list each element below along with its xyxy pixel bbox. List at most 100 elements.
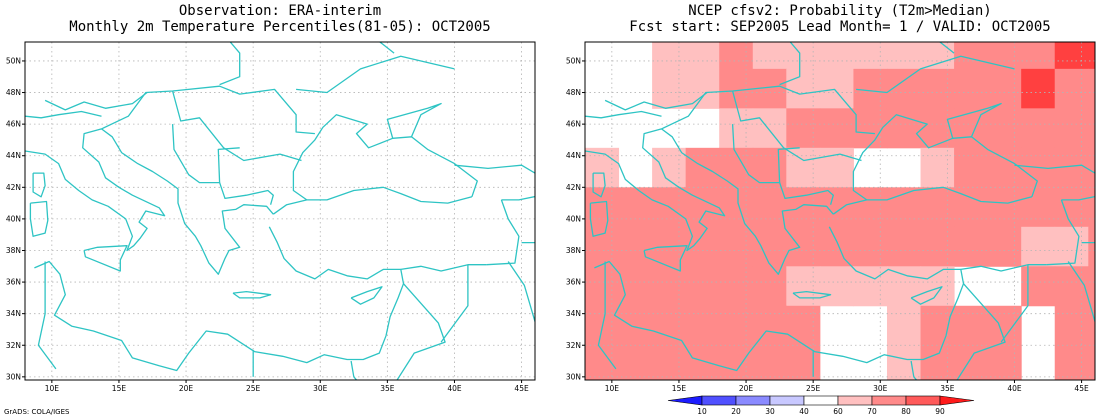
coastline (83, 245, 128, 272)
probability-cell (987, 187, 1022, 228)
coastline (910, 286, 943, 305)
lon-tick-label: 40E (1007, 384, 1022, 393)
colorbar-label: 70 (867, 407, 877, 416)
probability-cell (685, 187, 720, 228)
coastline (44, 91, 148, 111)
coastline (777, 147, 800, 183)
probability-cell (886, 108, 922, 149)
lon-tick-label: 20E (179, 384, 194, 393)
right-title-line1: NCEP cfsv2: Probability (T2m>Median) (688, 3, 992, 19)
probability-cell (819, 68, 854, 109)
coastline (1000, 264, 1029, 343)
lat-tick-label: 50N (6, 56, 21, 65)
left-map-content (25, 0, 535, 380)
probability-cell (1088, 226, 1095, 267)
probability-cell (921, 0, 955, 30)
lat-tick-label: 42N (6, 183, 21, 192)
colorbar-segment (769, 395, 805, 406)
probability-cell (719, 266, 754, 307)
probability-cell (1088, 305, 1095, 346)
lat-tick-label: 48N (6, 88, 21, 97)
probability-cell (1088, 147, 1095, 188)
probability-cell (585, 226, 620, 267)
coastline (350, 360, 358, 380)
colorbar-segment (667, 395, 703, 406)
coastline (832, 186, 1033, 215)
probability-cell (585, 266, 620, 307)
colorbar-segment (803, 395, 839, 406)
colorbar-label: 30 (765, 407, 775, 416)
colorbar-segment (837, 395, 873, 406)
probability-cell (786, 108, 821, 149)
probability-cell (719, 0, 753, 30)
probability-cell (618, 305, 653, 346)
left-title-line1: Observation: ERA-interim (178, 3, 382, 19)
probability-cell (1054, 68, 1089, 109)
probability-cell (619, 0, 653, 30)
coastline (592, 172, 606, 198)
probability-cell (920, 108, 955, 149)
probability-cell (887, 0, 921, 30)
probability-cell (753, 0, 787, 30)
colorbar-label: 80 (901, 407, 911, 416)
probability-cell (954, 187, 989, 228)
lat-tick-label: 30N (6, 372, 21, 381)
probability-cell (585, 147, 620, 188)
probability-cell (1088, 68, 1095, 109)
probability-cell (1021, 226, 1056, 267)
coastline (507, 261, 535, 323)
probability-cell (686, 0, 720, 30)
lat-tick-label: 38N (6, 246, 21, 255)
coastline (272, 186, 473, 215)
probability-cell (886, 305, 922, 346)
probability-cell (1054, 187, 1089, 228)
lat-tick-label: 44N (6, 151, 21, 160)
probability-cell (786, 42, 821, 70)
coastline (219, 42, 241, 86)
lat-tick-label: 46N (6, 120, 21, 129)
coastline (956, 283, 1006, 380)
left-map-panel: 10E 15E 20E 25E 30E 35E 40E 45E 30N 32N 34N 36N 38N 4… (6, 0, 536, 393)
coastline (396, 283, 446, 380)
probability-cell (652, 305, 687, 346)
coastline (852, 114, 1038, 201)
probability-cell (652, 68, 687, 109)
right-map-frame (584, 41, 1096, 381)
coastline (34, 226, 405, 372)
lon-tick-label: 25E (806, 384, 821, 393)
probability-cell (920, 345, 955, 380)
probability-cell (853, 226, 888, 267)
coastline (171, 124, 274, 205)
coastline (779, 42, 801, 86)
coastline (946, 102, 1002, 139)
coastline (25, 0, 200, 6)
coastline (661, 128, 834, 275)
probability-cell (652, 147, 687, 188)
probability-cell (820, 0, 854, 30)
lon-tick-label: 25E (246, 384, 261, 393)
coastline (604, 91, 708, 111)
probability-cell (752, 266, 787, 307)
probability-cell (752, 305, 787, 346)
coastline (292, 114, 478, 201)
probability-cell (1054, 266, 1089, 307)
lon-tick-label: 35E (940, 384, 955, 393)
probability-cell (819, 226, 854, 267)
probability-cell (752, 345, 787, 380)
lat-tick-label: 40N (6, 214, 21, 223)
colorbar-label: 10 (697, 407, 707, 416)
probability-cell (988, 0, 1022, 30)
probability-cell (685, 42, 720, 70)
right-title-line2: Fcst start: SEP2005 Lead Month= 1 / VALI… (629, 19, 1051, 35)
probability-cell (819, 42, 854, 70)
lon-tick-label: 45E (514, 384, 529, 393)
coastline (440, 264, 469, 343)
lat-tick-label: 36N (566, 278, 581, 287)
coastline (171, 90, 302, 162)
coastline (1046, 199, 1080, 266)
coastline (585, 128, 726, 252)
lat-tick-label: 50N (566, 56, 581, 65)
probability-cell (987, 345, 1022, 380)
probability-cell (618, 226, 653, 267)
coastline (661, 85, 875, 135)
